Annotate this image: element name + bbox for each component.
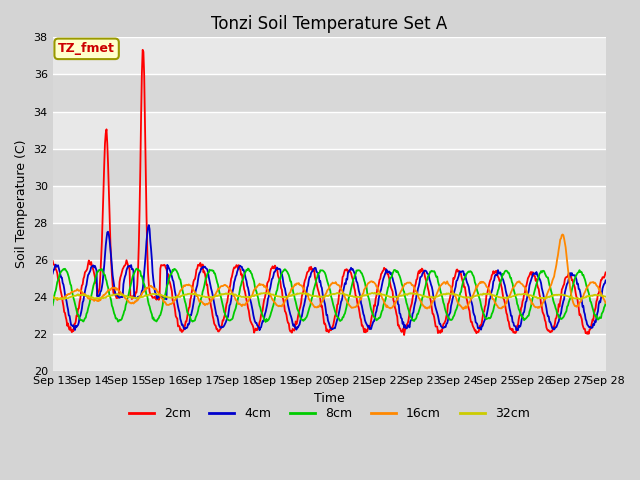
32cm bbox=[201, 294, 209, 300]
Bar bbox=[52, 149, 605, 186]
Legend: 2cm, 4cm, 8cm, 16cm, 32cm: 2cm, 4cm, 8cm, 16cm, 32cm bbox=[124, 402, 534, 425]
Title: Tonzi Soil Temperature Set A: Tonzi Soil Temperature Set A bbox=[211, 15, 447, 33]
16cm bbox=[460, 306, 467, 312]
32cm bbox=[172, 294, 180, 300]
2cm bbox=[400, 332, 408, 338]
4cm bbox=[398, 316, 406, 322]
8cm bbox=[602, 300, 609, 306]
8cm bbox=[49, 302, 56, 308]
Line: 32cm: 32cm bbox=[52, 293, 605, 299]
32cm bbox=[575, 296, 583, 302]
2cm bbox=[139, 47, 147, 53]
16cm bbox=[172, 296, 180, 302]
8cm bbox=[398, 281, 406, 287]
8cm bbox=[116, 317, 124, 323]
8cm bbox=[262, 319, 269, 325]
32cm bbox=[371, 290, 379, 296]
Text: TZ_fmet: TZ_fmet bbox=[58, 42, 115, 55]
32cm bbox=[116, 292, 124, 298]
32cm bbox=[602, 294, 609, 300]
4cm bbox=[602, 277, 609, 283]
2cm bbox=[202, 276, 209, 281]
16cm bbox=[201, 302, 209, 308]
32cm bbox=[49, 293, 56, 299]
32cm bbox=[397, 293, 405, 299]
Bar bbox=[52, 297, 605, 334]
2cm bbox=[397, 328, 405, 334]
32cm bbox=[59, 296, 67, 301]
16cm bbox=[49, 294, 56, 300]
Y-axis label: Soil Temperature (C): Soil Temperature (C) bbox=[15, 140, 28, 268]
2cm bbox=[414, 271, 422, 276]
4cm bbox=[173, 295, 180, 300]
2cm bbox=[49, 258, 56, 264]
16cm bbox=[396, 290, 404, 296]
X-axis label: Time: Time bbox=[314, 392, 344, 405]
2cm bbox=[116, 279, 124, 285]
Line: 16cm: 16cm bbox=[52, 235, 605, 309]
16cm bbox=[413, 288, 420, 294]
2cm bbox=[59, 299, 67, 305]
4cm bbox=[414, 286, 422, 291]
16cm bbox=[602, 300, 609, 306]
8cm bbox=[201, 280, 209, 286]
16cm bbox=[559, 232, 566, 238]
8cm bbox=[172, 267, 180, 273]
Line: 2cm: 2cm bbox=[52, 50, 605, 335]
8cm bbox=[59, 267, 67, 273]
4cm bbox=[256, 327, 264, 333]
16cm bbox=[59, 296, 67, 302]
Line: 4cm: 4cm bbox=[52, 225, 605, 330]
4cm bbox=[116, 295, 124, 300]
Bar bbox=[52, 74, 605, 111]
16cm bbox=[116, 288, 124, 294]
32cm bbox=[413, 292, 421, 298]
4cm bbox=[202, 265, 209, 271]
8cm bbox=[414, 311, 422, 317]
2cm bbox=[602, 270, 609, 276]
2cm bbox=[173, 315, 180, 321]
4cm bbox=[145, 222, 152, 228]
Line: 8cm: 8cm bbox=[52, 268, 605, 322]
4cm bbox=[49, 271, 56, 276]
8cm bbox=[244, 265, 252, 271]
Bar bbox=[52, 223, 605, 260]
4cm bbox=[59, 280, 67, 286]
